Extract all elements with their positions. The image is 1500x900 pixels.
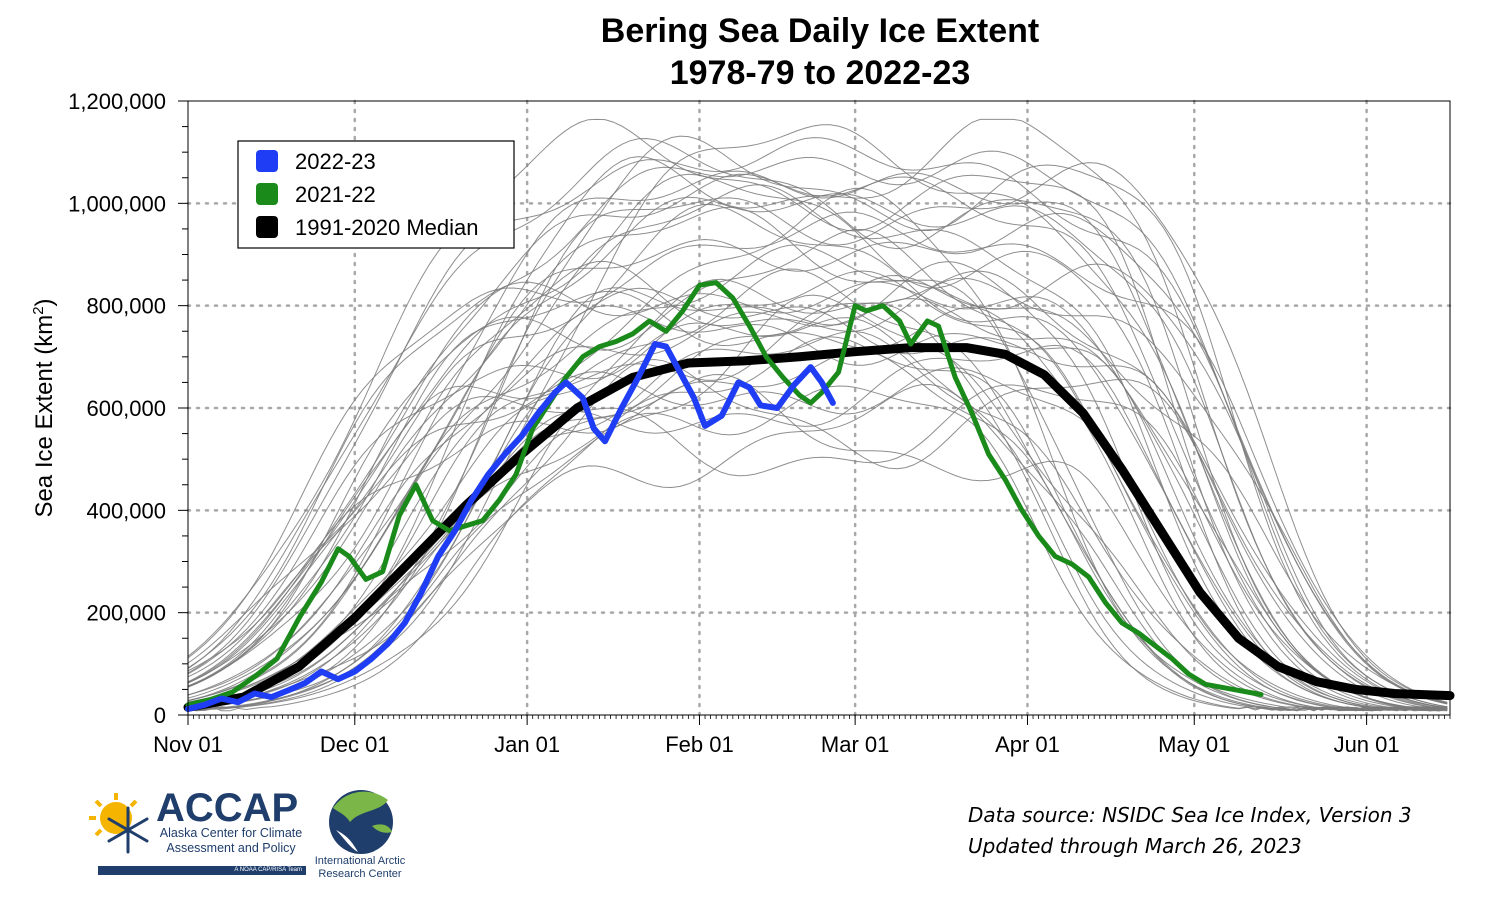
data-source-note: Data source: NSIDC Sea Ice Index, Versio… <box>968 803 1412 827</box>
y-tick-label: 1,000,000 <box>68 191 166 216</box>
historical-season-line <box>187 367 1448 711</box>
historical-season-line <box>187 384 1448 709</box>
historical-season-line <box>187 317 1448 712</box>
historical-season-line <box>187 350 1448 712</box>
iarc-globe-icon <box>329 790 393 854</box>
legend-box <box>237 140 515 249</box>
legend-swatch-2021-22 <box>256 183 278 205</box>
legend-label-2022-23: 2022-23 <box>295 149 376 174</box>
historical-season-line <box>187 137 1448 705</box>
historical-season-line <box>187 170 1448 711</box>
legend-label-2021-22: 2021-22 <box>295 182 376 207</box>
iarc-logo-text: International Arctic Research Center <box>306 855 414 881</box>
accap-logo-icon <box>89 793 149 854</box>
legend: 2022-23 2021-22 1991-2020 Median <box>237 140 515 249</box>
series-median-line <box>183 343 1455 712</box>
historical-season-line <box>187 344 1448 712</box>
y-tick-label: 0 <box>154 703 166 728</box>
chart-title-line2: 1978-79 to 2022-23 <box>669 54 971 92</box>
historical-season-line <box>187 187 1448 711</box>
historical-season-line <box>187 212 1448 708</box>
historical-season-line <box>187 290 1448 712</box>
x-tick-label: Dec 01 <box>320 732 390 757</box>
series-2021-22-line <box>185 280 1264 708</box>
legend-swatch-median <box>256 216 278 238</box>
historical-season-line <box>187 305 1448 712</box>
y-tick-label: 200,000 <box>86 601 166 626</box>
x-tick-label: Mar 01 <box>821 732 889 757</box>
historical-season-line <box>187 211 1448 703</box>
historical-season-line <box>187 373 1448 711</box>
historical-season-line <box>187 173 1448 712</box>
series-2022-23-line <box>185 341 836 712</box>
accap-subtitle-line1: Alaska Center for Climate <box>159 826 303 840</box>
y-tick-label: 400,000 <box>86 498 166 523</box>
historical-season-line <box>187 124 1448 710</box>
accap-tag-bar: A NOAA CAP/RISA Team <box>98 866 306 875</box>
historical-season-line <box>187 118 1448 712</box>
historical-season-line <box>187 118 1448 709</box>
y-tick-label: 1,200,000 <box>68 89 166 114</box>
historical-season-line <box>187 270 1448 712</box>
historical-season-line <box>187 229 1448 711</box>
historical-season-line <box>187 278 1448 712</box>
x-tick-label: Feb 01 <box>665 732 734 757</box>
historical-season-line <box>187 192 1448 710</box>
y-axis-label-close: ) <box>31 298 58 306</box>
x-tick-label: Jan 01 <box>494 732 560 757</box>
historical-season-line <box>187 281 1448 710</box>
iarc-line2: Research Center <box>318 868 402 880</box>
historical-season-line <box>187 385 1448 712</box>
iarc-line1: International Arctic <box>314 855 406 867</box>
chart-title-line1: Bering Sea Daily Ice Extent <box>600 12 1040 50</box>
historical-season-line <box>187 244 1448 712</box>
historical-season-line <box>187 270 1448 709</box>
x-tick-label: Nov 01 <box>153 732 223 757</box>
historical-season-line <box>187 203 1448 711</box>
accap-subtitle-line2: Assessment and Policy <box>166 841 296 855</box>
y-tick-label: 600,000 <box>86 396 166 421</box>
historical-season-line <box>187 173 1448 711</box>
legend-label-median: 1991-2020 Median <box>295 215 478 240</box>
y-axis-label-sup: 2 <box>30 306 47 314</box>
x-tick-label: May 01 <box>1158 732 1230 757</box>
y-axis-label: Sea Ice Extent (km2) <box>30 298 58 517</box>
x-tick-label: Apr 01 <box>995 732 1060 757</box>
historical-season-line <box>187 206 1448 708</box>
historical-season-line <box>187 184 1448 712</box>
historical-season-line <box>187 268 1448 712</box>
y-tick-label: 800,000 <box>86 294 166 319</box>
historical-season-line <box>187 330 1448 712</box>
series-layer <box>183 280 1455 712</box>
y-axis-label-main: Sea Ice Extent (km <box>31 315 58 518</box>
accap-logo-subtitle: Alaska Center for Climate Assessment and… <box>156 826 306 856</box>
historical-season-line <box>187 260 1448 705</box>
updated-note: Updated through March 26, 2023 <box>968 834 1302 858</box>
x-tick-label: Jun 01 <box>1334 732 1400 757</box>
accap-logo-text: ACCAP <box>156 786 299 830</box>
legend-swatch-2022-23 <box>256 150 278 172</box>
axes-layer: 0 200,000 400,000 600,000 800,000 1,000,000 1,… <box>68 89 1451 757</box>
